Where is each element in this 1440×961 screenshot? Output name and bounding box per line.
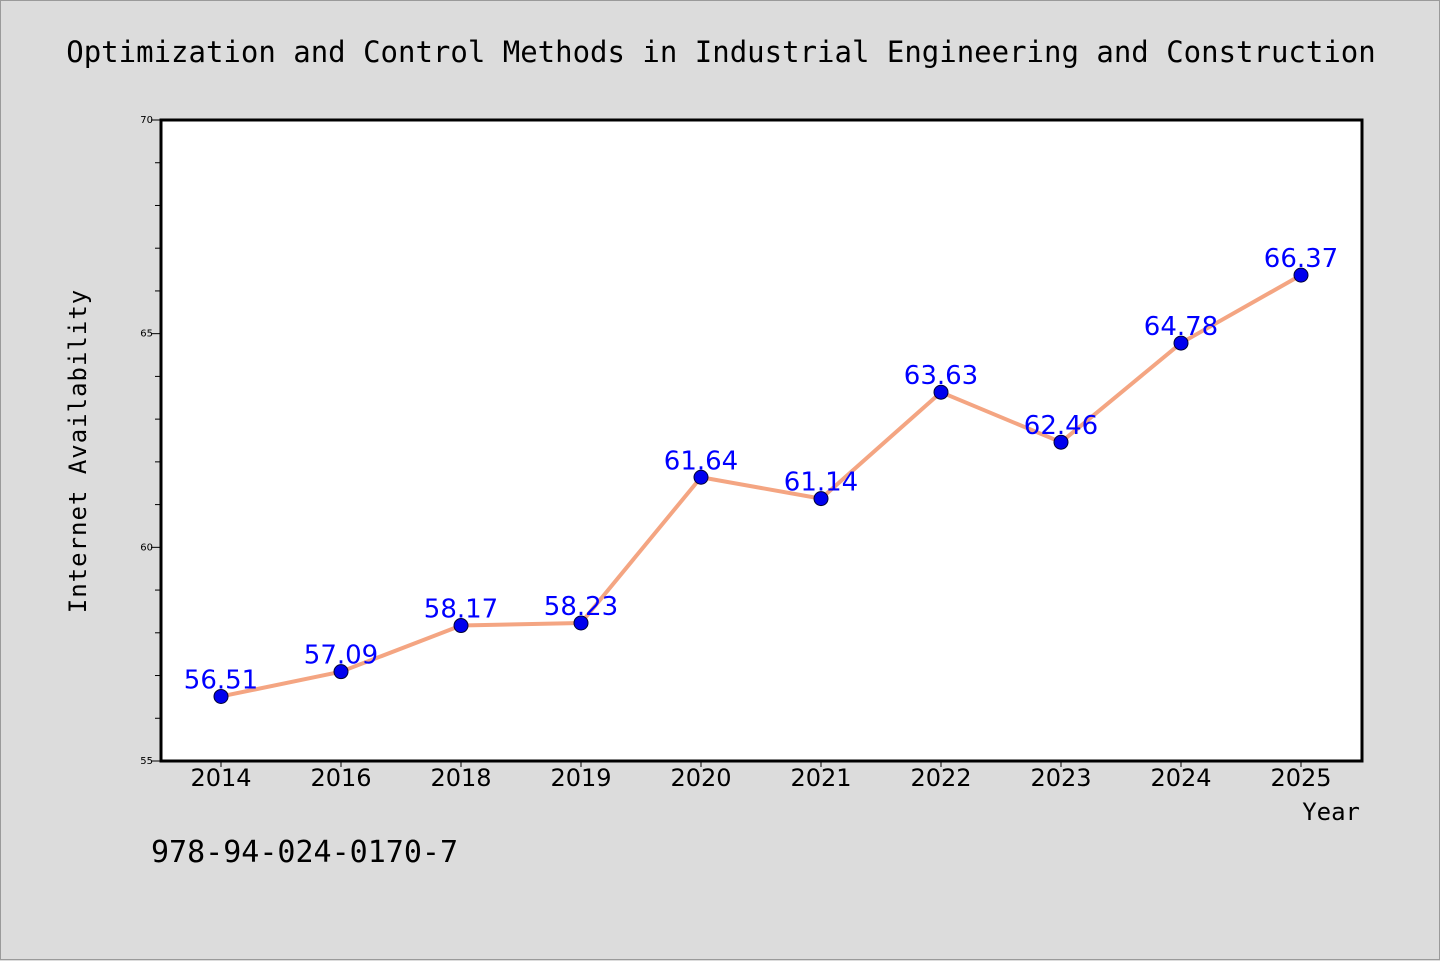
series-line: [220, 273, 1302, 699]
data-point: [933, 384, 949, 400]
y-tick-label: 65: [140, 329, 153, 340]
x-axis-label: Year: [1302, 798, 1360, 826]
chart-title: Optimization and Control Methods in Indu…: [66, 35, 1376, 69]
data-point: [333, 664, 349, 680]
x-tick-label: 2019: [550, 764, 611, 792]
x-tick-label: 2023: [1030, 764, 1091, 792]
data-point: [693, 469, 709, 485]
x-tick-label: 2016: [310, 764, 371, 792]
data-point: [573, 615, 589, 631]
data-label: 61.64: [664, 446, 738, 476]
plot-frame: [159, 118, 1364, 763]
data-point: [813, 491, 829, 507]
data-label: 63.63: [904, 361, 978, 391]
x-tick-label: 2018: [430, 764, 491, 792]
data-point: [1053, 434, 1069, 450]
x-axis: 2014 2016 2018 2019 2020 2021 2022 2023 2024 2025: [190, 761, 1332, 792]
data-label: 57.09: [304, 641, 378, 671]
x-tick-label: 2024: [1150, 764, 1211, 792]
x-tick-label: 2025: [1270, 764, 1331, 792]
data-label: 64.78: [1144, 312, 1218, 342]
data-label: 58.17: [424, 595, 498, 625]
data-label: 61.14: [784, 468, 858, 498]
data-point: [1173, 335, 1189, 351]
data-label: 56.51: [184, 665, 258, 695]
y-axis: 55 60 65 70: [140, 115, 161, 767]
data-label: 66.37: [1264, 244, 1338, 274]
y-tick-label: 60: [140, 542, 153, 553]
x-tick-label: 2021: [790, 764, 851, 792]
y-tick-label: 70: [140, 115, 153, 126]
y-tick-label: 55: [140, 756, 153, 767]
y-axis-label: Internet Availability: [64, 289, 92, 613]
x-tick-label: 2020: [670, 764, 731, 792]
x-tick-label: 2022: [910, 764, 971, 792]
data-series: 56.51 57.09 58.17 58.23 61.64 61.14 63.63 62.46…: [184, 244, 1338, 704]
footer-isbn: 978-94-024-0170-7: [151, 835, 459, 870]
data-label: 58.23: [544, 592, 618, 622]
data-point: [213, 688, 229, 704]
plot-area: [161, 120, 1362, 761]
data-point: [1293, 267, 1309, 283]
data-label: 62.46: [1024, 411, 1098, 441]
x-tick-label: 2014: [190, 764, 251, 792]
data-point: [453, 618, 469, 634]
